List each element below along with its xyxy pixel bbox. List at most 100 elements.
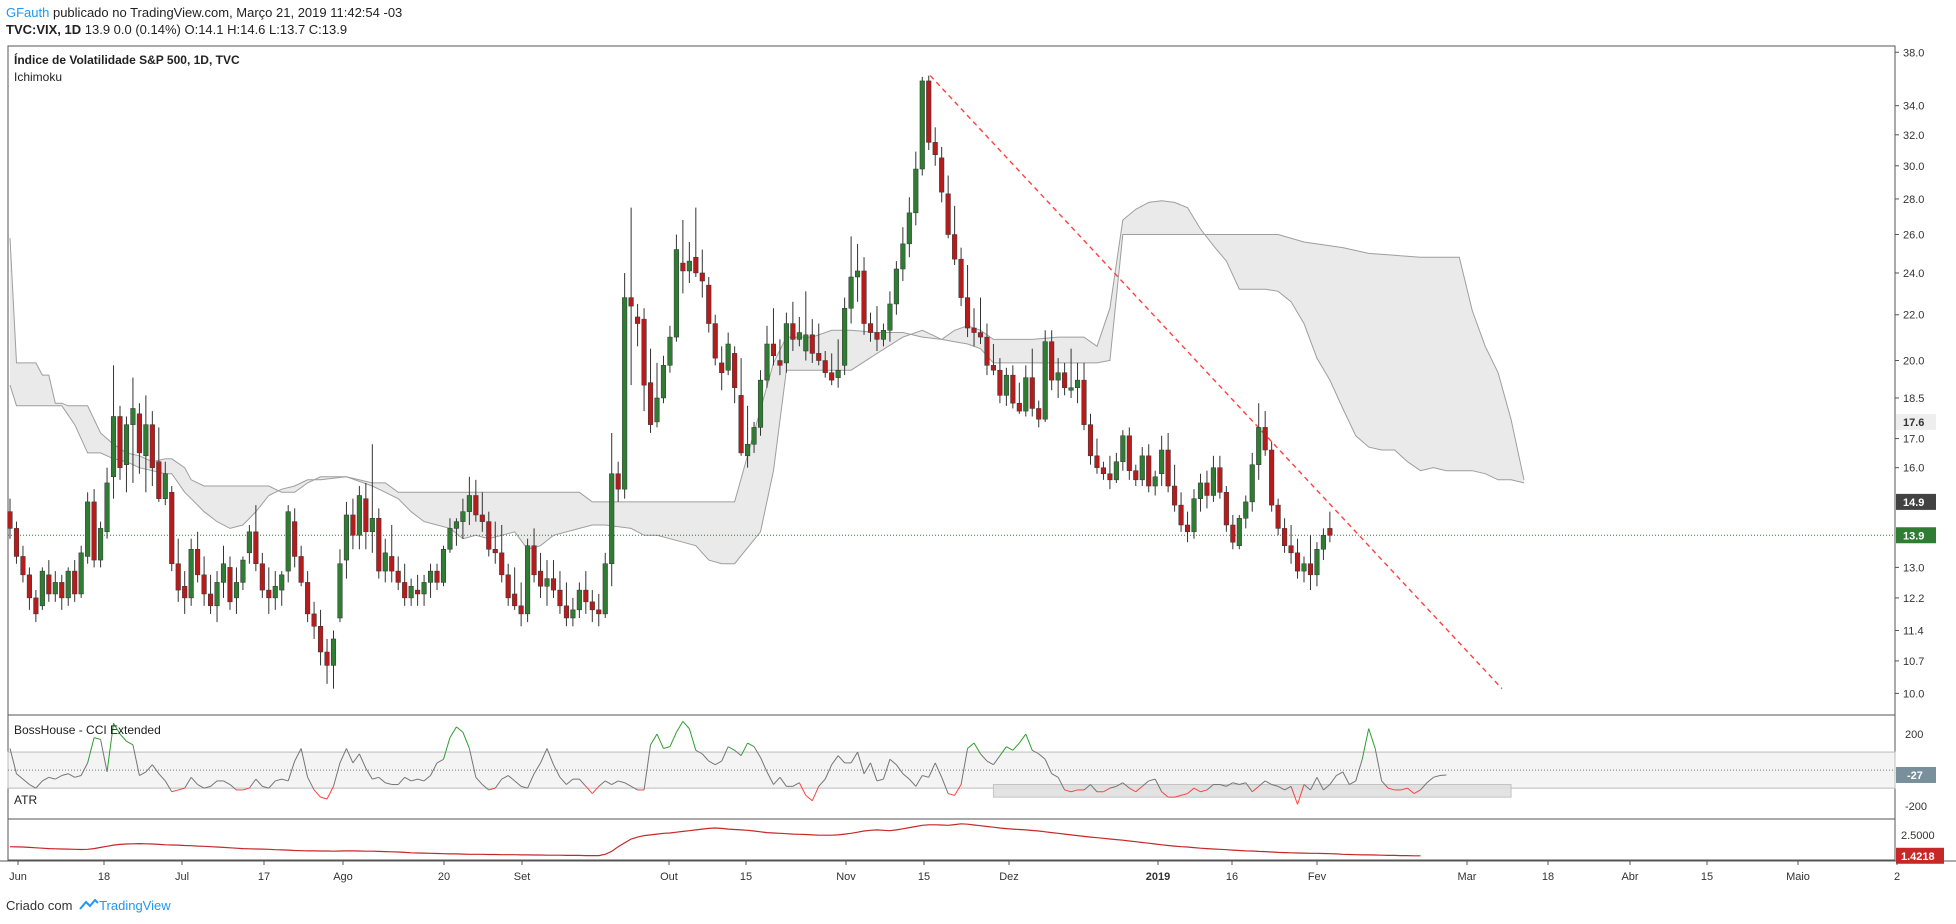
cci-line-segment — [714, 760, 722, 766]
cci-line-segment — [333, 762, 341, 787]
y-tick-label: 24.0 — [1903, 268, 1924, 280]
candle-body — [945, 193, 951, 235]
candle — [1107, 455, 1113, 490]
cci-line-segment — [1129, 787, 1137, 793]
candle — [880, 323, 887, 347]
candle-body — [402, 582, 408, 599]
cci-line-segment — [876, 778, 884, 782]
candle-body — [512, 593, 518, 607]
candle — [1055, 358, 1061, 398]
candle — [1327, 511, 1333, 543]
cci-line-segment — [1141, 780, 1150, 787]
cci-line-segment — [566, 778, 574, 785]
candle-body — [272, 585, 278, 599]
cci-line-segment — [1297, 784, 1305, 805]
candle-body — [104, 482, 110, 533]
candle — [330, 630, 337, 689]
candle — [563, 582, 569, 627]
candle — [156, 427, 162, 502]
tradingview-link[interactable]: TradingView — [99, 898, 171, 913]
cci-line-segment — [378, 776, 386, 784]
cci-line-segment — [255, 778, 263, 787]
y-tick-label: 30.0 — [1903, 161, 1924, 173]
candle — [939, 146, 945, 203]
cci-line-segment — [999, 746, 1007, 756]
candle-body — [117, 416, 123, 468]
cci-line-segment — [1025, 733, 1033, 751]
y-tick-label: 32.0 — [1903, 130, 1924, 142]
candle-body — [305, 582, 311, 615]
candle — [680, 219, 686, 294]
cci-line-segment — [417, 778, 425, 782]
cci-line-segment — [863, 762, 871, 774]
candle-body — [622, 297, 628, 490]
candle-body — [363, 498, 369, 533]
cci-line-segment — [1006, 746, 1014, 751]
cci-line-segment — [397, 776, 406, 785]
y-tick-label: 34.0 — [1903, 101, 1924, 113]
candle-body — [525, 545, 531, 615]
candle-body — [867, 323, 874, 333]
cci-line-segment — [287, 760, 296, 782]
candle-body — [285, 511, 291, 572]
candle — [667, 325, 673, 373]
candle-body — [466, 495, 472, 512]
candle-body — [537, 570, 544, 587]
cci-line-segment — [740, 742, 749, 756]
candle — [486, 511, 492, 557]
candle-body — [635, 316, 641, 324]
cci-line-segment — [1219, 784, 1227, 787]
candle — [214, 571, 220, 623]
candle-body — [1003, 374, 1009, 396]
author-link[interactable]: GFauth — [6, 5, 50, 20]
candle — [816, 323, 822, 366]
candle-body — [136, 413, 142, 454]
candle — [272, 571, 278, 610]
x-tick-label: 15 — [740, 871, 752, 883]
candle — [751, 421, 757, 453]
candle-body — [415, 589, 421, 595]
candle — [305, 571, 311, 623]
candle — [1191, 489, 1197, 539]
cci-line-segment — [9, 748, 17, 774]
candle — [926, 75, 932, 151]
candle-body — [292, 521, 298, 557]
cci-line-segment — [708, 760, 716, 766]
candle — [220, 545, 227, 598]
candle-body — [1107, 473, 1113, 481]
created-label: Criado com — [6, 898, 77, 913]
cci-tick-label: 200 — [1905, 729, 1923, 741]
cci-line-segment — [22, 778, 30, 785]
candle-body — [20, 556, 26, 576]
cci-value-label: -27 — [1907, 770, 1923, 782]
candle-body — [1120, 435, 1126, 462]
cci-line-segment — [656, 733, 664, 749]
candle-body — [188, 549, 194, 599]
candle — [1146, 444, 1152, 493]
cci-line-segment — [1239, 782, 1246, 786]
cci-line-segment — [326, 786, 334, 800]
candle-body — [39, 570, 45, 607]
candle-body — [259, 563, 265, 591]
cci-line-segment — [87, 737, 95, 764]
candle — [337, 549, 343, 623]
candle-body — [932, 142, 938, 155]
y-tick-label: 12.2 — [1903, 593, 1924, 605]
y-tick-label: 13.0 — [1903, 562, 1924, 574]
candle — [33, 590, 39, 623]
candle-body — [1023, 377, 1029, 412]
candle — [1288, 524, 1294, 564]
cci-line-segment — [889, 758, 897, 766]
candle-body — [110, 416, 117, 478]
candle — [188, 538, 194, 606]
candle — [20, 545, 26, 583]
cci-line-segment — [358, 753, 367, 769]
cci-line-segment — [578, 778, 587, 787]
y-tick-label: 17.0 — [1903, 434, 1924, 446]
candle-body — [1262, 427, 1268, 451]
cci-line-segment — [1374, 748, 1383, 782]
candle-body — [1230, 524, 1236, 543]
cci-line-segment — [682, 721, 690, 729]
cci-line-segment — [831, 755, 839, 765]
